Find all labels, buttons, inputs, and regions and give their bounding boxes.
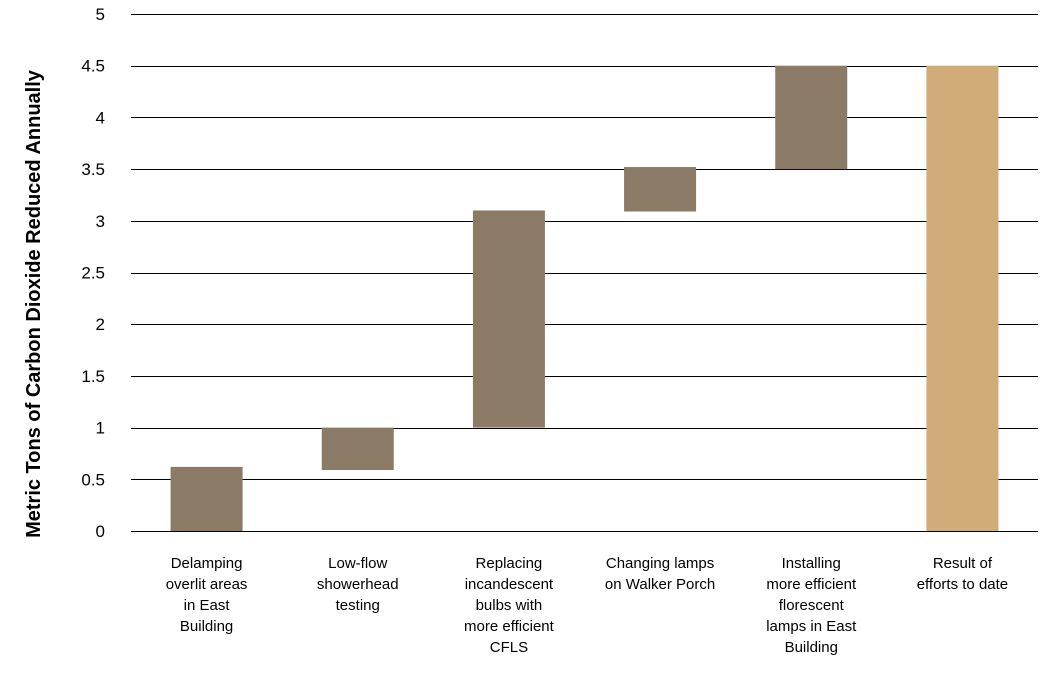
- x-tick-label-line: efforts to date: [917, 576, 1008, 593]
- x-tick-label-line: bulbs with: [476, 597, 543, 614]
- y-tick-label: 2.5: [81, 264, 105, 283]
- gridlines: [131, 14, 1038, 532]
- x-tick-label-line: lamps in East: [766, 618, 857, 635]
- x-tick-label-line: testing: [336, 597, 380, 614]
- x-tick-label-line: on Walker Porch: [605, 576, 715, 593]
- y-tick-label: 4: [96, 108, 105, 127]
- x-tick-label-line: florescent: [779, 597, 845, 614]
- x-tick-label-line: Changing lamps: [606, 555, 714, 572]
- x-tick-label-line: Delamping: [171, 555, 243, 572]
- x-tick-label-line: incandescent: [465, 576, 554, 593]
- x-tick-label-line: Low-flow: [328, 555, 387, 572]
- y-tick-label: 2: [96, 315, 105, 334]
- bars: [170, 65, 999, 531]
- waterfall-bar: [775, 65, 848, 170]
- x-tick-label-line: CFLS: [490, 639, 528, 656]
- y-tick-label: 1.5: [81, 367, 105, 386]
- y-tick-labels: 0 0.5 1 1.5 2 2.5 3 3.5 4 4.5 5: [81, 5, 105, 541]
- y-tick-label: 0.5: [81, 470, 105, 489]
- y-tick-label: 0: [96, 522, 105, 541]
- x-tick-label: Replacing incandescent bulbs with more effi…: [464, 555, 555, 656]
- x-tick-label: Changing lamps on Walker Porch: [605, 555, 715, 593]
- x-tick-label: Result of efforts to date: [917, 555, 1008, 593]
- x-tick-label: Low-flow showerhead testing: [317, 555, 399, 614]
- y-tick-label: 1: [96, 419, 105, 438]
- x-tick-label: Installing more efficient florescent lamps …: [766, 555, 857, 656]
- x-tick-label-line: Installing: [782, 555, 841, 572]
- y-axis-title: Metric Tons of Carbon Dioxide Reduced An…: [23, 69, 45, 538]
- waterfall-bar: [624, 167, 697, 212]
- x-tick-label-line: showerhead: [317, 576, 399, 593]
- waterfall-bar: [321, 427, 394, 470]
- waterfall-bar: [472, 210, 545, 428]
- y-tick-label: 4.5: [81, 57, 105, 76]
- waterfall-bar: [170, 466, 243, 531]
- x-tick-label: Delamping overlit areas in East Building: [166, 555, 248, 635]
- y-tick-label: 3.5: [81, 160, 105, 179]
- x-tick-label-line: Building: [180, 618, 233, 635]
- total-bar: [926, 65, 999, 531]
- x-tick-label-line: Building: [785, 639, 838, 656]
- x-tick-label-line: Result of: [933, 555, 993, 572]
- y-tick-label: 3: [96, 212, 105, 231]
- x-tick-label-line: in East: [184, 597, 231, 614]
- x-tick-label-line: overlit areas: [166, 576, 248, 593]
- x-tick-labels: Delamping overlit areas in East Building Low…: [166, 555, 1008, 656]
- x-tick-label-line: Replacing: [476, 555, 543, 572]
- x-tick-label-line: more efficient: [464, 618, 555, 635]
- x-tick-label-line: more efficient: [766, 576, 857, 593]
- y-tick-label: 5: [96, 5, 105, 24]
